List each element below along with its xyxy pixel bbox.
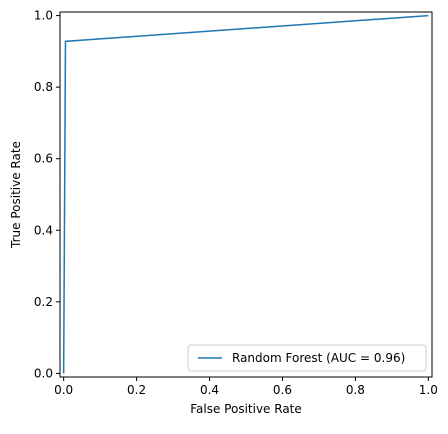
y-tick-label: 0.6 [34, 152, 53, 166]
y-tick-label: 0.2 [34, 295, 53, 309]
x-tick-label: 1.0 [419, 383, 438, 397]
y-tick-label: 0.0 [34, 366, 53, 380]
y-tick-label: 0.4 [34, 223, 53, 237]
x-tick-label: 0.0 [54, 383, 73, 397]
x-axis-label: False Positive Rate [190, 402, 302, 416]
legend: Random Forest (AUC = 0.96) [187, 344, 427, 372]
series-layer [62, 14, 429, 374]
x-tick-label: 0.2 [127, 383, 146, 397]
y-tick-label: 1.0 [34, 9, 53, 23]
series-line-random-forest [62, 14, 429, 374]
legend-entry-random-forest: Random Forest (AUC = 0.96) [232, 351, 405, 365]
x-tick-label: 0.8 [346, 383, 365, 397]
legend-box [187, 344, 427, 372]
y-axis-label: True Positive Rate [9, 141, 23, 249]
y-tick-label: 0.8 [34, 80, 53, 94]
tick-layer: 0.0 0.2 0.4 0.6 0.8 1.0 0.0 0.2 0.4 0.6 0.8 1.0 [34, 9, 438, 397]
axes-frame [59, 11, 433, 378]
x-tick-label: 0.6 [273, 383, 292, 397]
x-tick-label: 0.4 [200, 383, 219, 397]
